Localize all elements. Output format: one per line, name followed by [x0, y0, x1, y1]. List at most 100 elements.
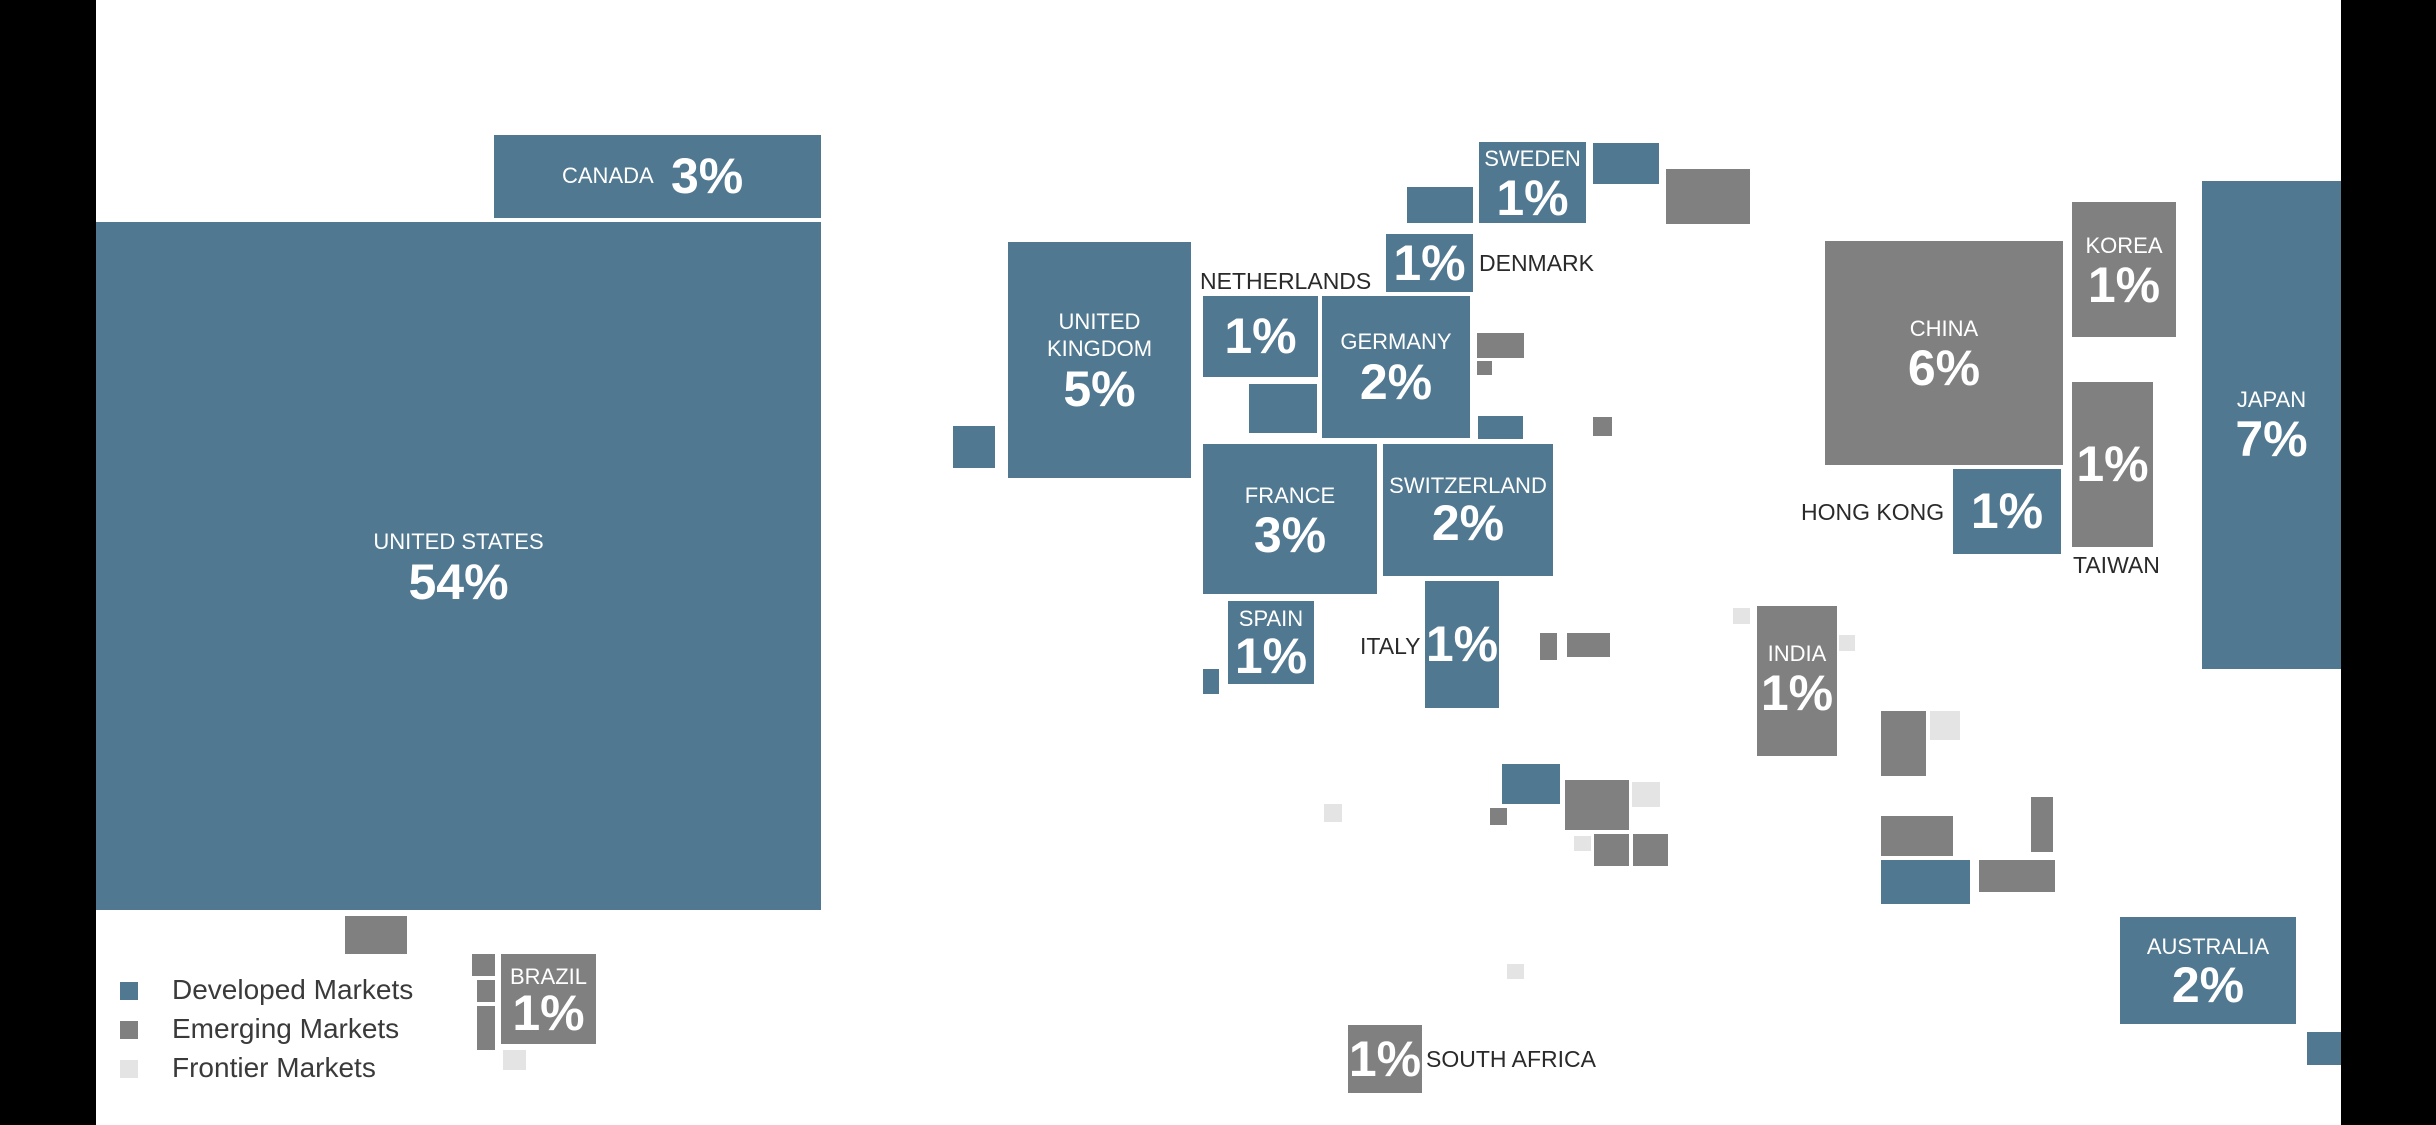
- label-india-pct: 1%: [1760, 665, 1834, 721]
- block-unlabeled-frontier: [503, 1050, 526, 1070]
- block-united-kingdom: UNITED KINGDOM 5%: [1008, 242, 1191, 478]
- label-united-states-pct: 54%: [408, 554, 509, 610]
- block-unlabeled-emerging: [1477, 333, 1524, 358]
- block-unlabeled-developed: [1407, 187, 1473, 223]
- label-sweden-name: SWEDEN: [1484, 146, 1581, 171]
- block-unlabeled-emerging: [1633, 834, 1668, 866]
- label-brazil-name: BRAZIL: [509, 964, 588, 989]
- label-united-states-name: UNITED STATES: [373, 529, 544, 554]
- block-unlabeled-frontier: [1733, 608, 1750, 624]
- block-unlabeled-frontier: [1930, 711, 1960, 740]
- label-sweden-pct: 1%: [1496, 170, 1569, 226]
- block-switzerland: SWITZERLAND 2%: [1383, 444, 1553, 576]
- label-canada-pct: 3%: [671, 148, 744, 204]
- block-unlabeled-frontier: [1839, 635, 1855, 651]
- block-unlabeled-developed: [1478, 416, 1523, 439]
- block-unlabeled-emerging: [1490, 808, 1507, 825]
- world-market-cap-map: UNITED STATES 54% CANADA 3% UNITED KINGD…: [96, 0, 2341, 1125]
- block-unlabeled-emerging: [1881, 816, 1953, 856]
- block-canada: CANADA 3%: [494, 135, 821, 218]
- block-unlabeled-developed: [1203, 669, 1219, 694]
- label-denmark-pct: 1%: [1393, 235, 1466, 291]
- legend-swatch-developed: [120, 982, 138, 1000]
- block-united-states: UNITED STATES 54%: [96, 222, 821, 910]
- label-australia-pct: 2%: [2171, 957, 2245, 1013]
- label-south-africa-pct: 1%: [1348, 1031, 1422, 1087]
- label-spain-pct: 1%: [1234, 628, 1308, 684]
- label-japan-name: JAPAN: [2236, 387, 2307, 412]
- block-unlabeled-emerging: [2031, 797, 2053, 852]
- block-unlabeled-developed: [953, 426, 995, 468]
- label-china-name: CHINA: [1909, 316, 1979, 341]
- label-netherlands-pct: 1%: [1224, 308, 1297, 364]
- label-hong-kong-pct: 1%: [1970, 483, 2044, 539]
- block-unlabeled-emerging: [1881, 711, 1926, 776]
- label-taiwan-pct: 1%: [2076, 436, 2149, 492]
- legend-swatch-frontier: [120, 1060, 138, 1078]
- block-unlabeled-frontier: [1507, 964, 1524, 979]
- block-unlabeled-emerging: [472, 954, 495, 976]
- block-unlabeled-emerging: [1540, 633, 1557, 660]
- label-korea-name: KOREA: [2085, 233, 2163, 258]
- label-denmark-name: DENMARK: [1479, 250, 1595, 276]
- block-india: INDIA 1%: [1757, 606, 1837, 756]
- block-hong-kong: 1%: [1953, 469, 2061, 554]
- block-south-africa: 1%: [1348, 1025, 1422, 1093]
- block-denmark: 1%: [1386, 234, 1473, 292]
- label-italy-name: ITALY: [1360, 633, 1421, 659]
- block-japan: JAPAN 7%: [2202, 181, 2341, 669]
- label-brazil-pct: 1%: [512, 985, 585, 1041]
- label-china-pct: 6%: [1907, 340, 1981, 396]
- block-unlabeled-emerging: [1593, 417, 1612, 436]
- block-unlabeled-developed: [1502, 764, 1560, 804]
- label-switzerland-pct: 2%: [1431, 495, 1505, 551]
- label-japan-pct: 7%: [2235, 411, 2308, 467]
- block-unlabeled-developed: [1593, 143, 1659, 184]
- label-italy-pct: 1%: [1425, 616, 1499, 672]
- label-canada-name: CANADA: [562, 163, 654, 188]
- block-brazil: BRAZIL 1%: [501, 954, 596, 1044]
- legend-label-frontier: Frontier Markets: [172, 1052, 376, 1083]
- label-united-kingdom-pct: 5%: [1063, 361, 1136, 417]
- block-china: CHINA 6%: [1825, 241, 2063, 465]
- block-unlabeled-frontier: [1632, 782, 1660, 807]
- block-unlabeled-developed: [1249, 384, 1317, 433]
- block-unlabeled-developed: [1881, 860, 1970, 904]
- label-united-kingdom-name: UNITED KINGDOM: [1046, 309, 1153, 361]
- block-australia: AUSTRALIA 2%: [2120, 917, 2296, 1024]
- block-sweden: SWEDEN 1%: [1479, 142, 1586, 226]
- block-unlabeled-emerging: [1565, 780, 1629, 830]
- label-netherlands-name: NETHERLANDS: [1200, 268, 1372, 294]
- block-unlabeled-emerging: [477, 1006, 495, 1050]
- legend-swatch-emerging: [120, 1021, 138, 1039]
- block-unlabeled-emerging: [1666, 169, 1750, 224]
- block-unlabeled-emerging: [1979, 860, 2055, 892]
- block-unlabeled-emerging: [1567, 633, 1610, 657]
- label-germany-pct: 2%: [1359, 354, 1433, 410]
- block-unlabeled-developed: [2307, 1032, 2341, 1065]
- block-unlabeled-emerging: [1477, 361, 1492, 375]
- label-germany-name: GERMANY: [1340, 329, 1452, 354]
- block-france: FRANCE 3%: [1203, 444, 1377, 594]
- label-india-name: INDIA: [1767, 641, 1827, 666]
- block-unlabeled-frontier: [1574, 836, 1591, 851]
- label-hong-kong-name: HONG KONG: [1801, 499, 1945, 525]
- block-germany: GERMANY 2%: [1322, 296, 1470, 438]
- label-korea-pct: 1%: [2087, 257, 2161, 313]
- block-netherlands: 1%: [1203, 296, 1318, 377]
- label-australia-name: AUSTRALIA: [2146, 934, 2270, 959]
- block-korea: KOREA 1%: [2072, 202, 2176, 337]
- legend-label-emerging: Emerging Markets: [172, 1013, 400, 1044]
- label-taiwan-name: TAIWAN: [2073, 552, 2160, 578]
- block-unlabeled-emerging: [477, 980, 495, 1002]
- block-spain: SPAIN 1%: [1228, 601, 1314, 684]
- block-unlabeled-frontier: [1324, 804, 1342, 822]
- legend-label-developed: Developed Markets: [172, 974, 414, 1005]
- block-taiwan: 1%: [2072, 382, 2153, 547]
- block-unlabeled-emerging: [1594, 834, 1629, 866]
- block-unlabeled-emerging: [345, 916, 407, 954]
- label-south-africa-name: SOUTH AFRICA: [1426, 1046, 1596, 1072]
- block-italy: 1%: [1425, 581, 1499, 708]
- label-france-name: FRANCE: [1244, 483, 1336, 508]
- label-switzerland-name: SWITZERLAND: [1389, 473, 1547, 498]
